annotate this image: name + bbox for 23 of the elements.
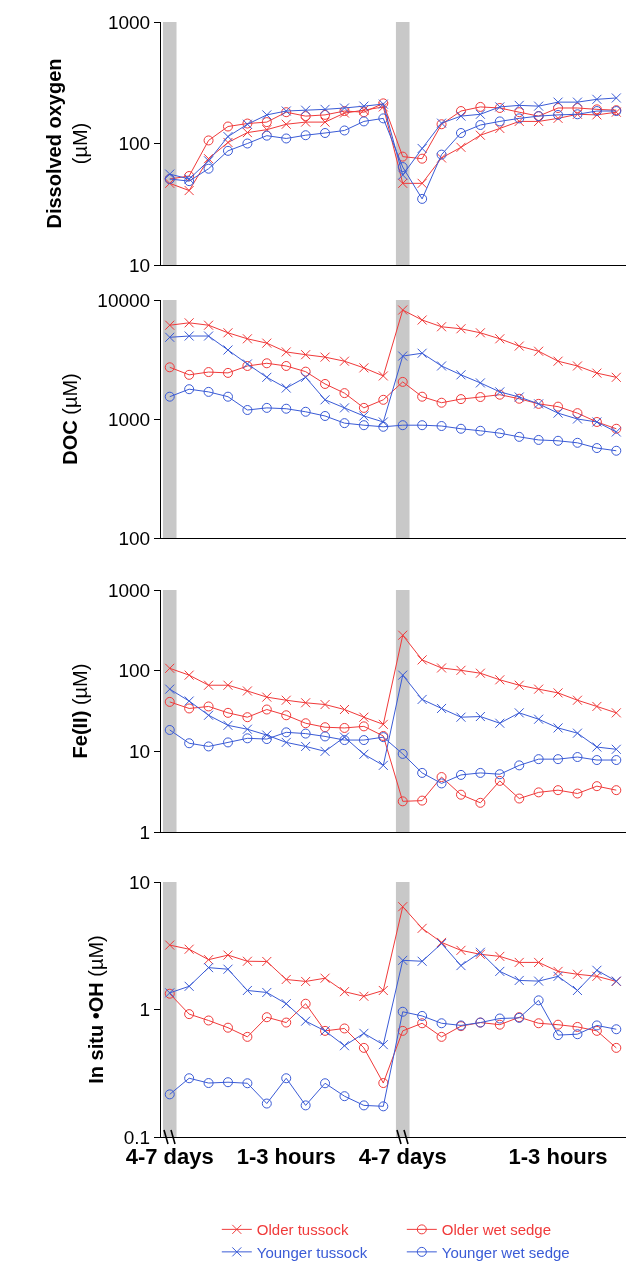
y-axis-title: Fe(II) (µM) [69, 663, 92, 759]
y-tick-label: 10 [129, 871, 151, 893]
y-tick-label: 1 [139, 999, 151, 1021]
y-tick-label: 1000 [107, 579, 151, 601]
x-tick-label: 1-3 hours [508, 1144, 608, 1170]
y-axis-title: Dissolved oxygen (µM) [43, 58, 92, 229]
legend-label: Older wet sedge [441, 1221, 552, 1239]
y-tick-label: 10000 [97, 289, 151, 311]
x-tick-label: 1-3 hours [236, 1144, 336, 1170]
y-tick-label: 1000 [107, 408, 151, 430]
legend-label: Younger tussock [256, 1243, 368, 1261]
legend-label: Older tussock [256, 1221, 349, 1239]
y-axis-title: In situ •OH (µM) [85, 935, 108, 1084]
y-tick-label: 1000 [107, 11, 151, 33]
y-axis-title: DOC (µM) [58, 373, 81, 465]
x-tick-label: 4-7 days [358, 1144, 447, 1170]
y-tick-label: 100 [118, 527, 151, 549]
y-tick-label: 100 [118, 660, 151, 682]
y-tick-label: 1 [139, 821, 151, 843]
y-tick-label: 100 [118, 133, 151, 155]
y-tick-label: 10 [129, 254, 151, 276]
legend-label: Younger wet sedge [441, 1243, 570, 1261]
y-tick-label: 10 [129, 740, 151, 762]
